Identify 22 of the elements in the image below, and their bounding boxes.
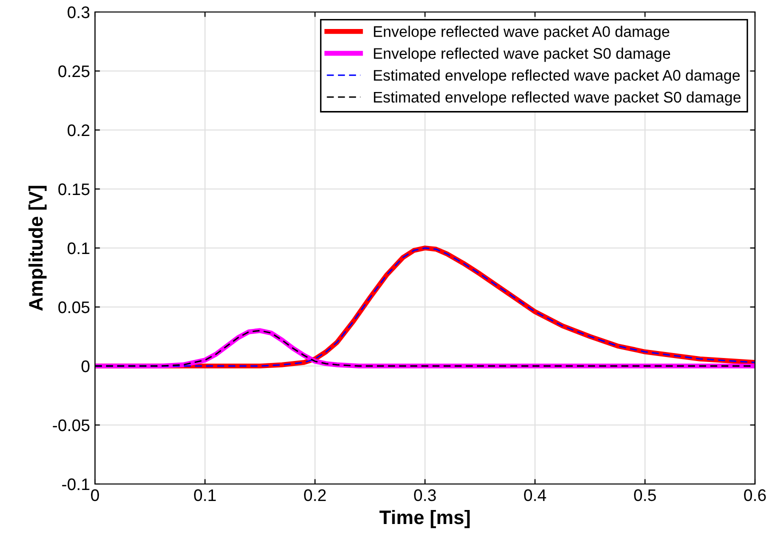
- y-axis-title: Amplitude [V]: [28, 186, 47, 311]
- y-tick-label: -0.1: [62, 478, 90, 490]
- x-tick-label: 0: [91, 489, 99, 502]
- y-tick-label: 0: [82, 360, 90, 372]
- x-tick-label: 0.2: [304, 489, 326, 502]
- legend-label: Estimated envelope reflected wave packet A0 damage: [374, 70, 740, 84]
- x-tick-label: 0.4: [524, 489, 546, 502]
- legend-label: Estimated envelope reflected wave packet S0 damage: [374, 91, 741, 106]
- x-tick-label: 0.5: [634, 489, 656, 502]
- y-tick-label: 0.3: [68, 6, 90, 18]
- x-tick-label: 0.1: [194, 489, 216, 502]
- y-tick-label: -0.05: [52, 419, 90, 432]
- y-tick-label: 0.25: [58, 65, 90, 78]
- x-tick-label: 0.6: [744, 489, 766, 502]
- legend-label: Envelope reflected wave packet S0 damage: [374, 48, 670, 62]
- x-tick-label: 0.3: [414, 489, 436, 502]
- y-tick-label: 0.2: [68, 124, 90, 136]
- x-axis-title: Time [ms]: [379, 510, 470, 528]
- legend-label: Envelope reflected wave packet A0 damage: [374, 26, 670, 40]
- y-tick-label: 0.15: [58, 183, 90, 196]
- y-tick-label: 0.05: [58, 301, 90, 314]
- y-tick-label: 0.1: [68, 242, 90, 254]
